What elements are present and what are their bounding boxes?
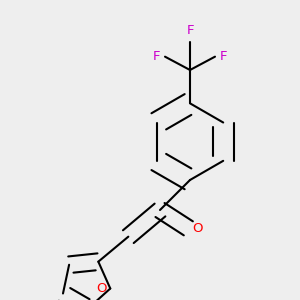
Text: F: F [186,24,194,37]
Text: F: F [152,50,160,63]
Text: F: F [220,50,227,63]
Text: O: O [192,222,203,235]
Text: O: O [96,282,106,295]
